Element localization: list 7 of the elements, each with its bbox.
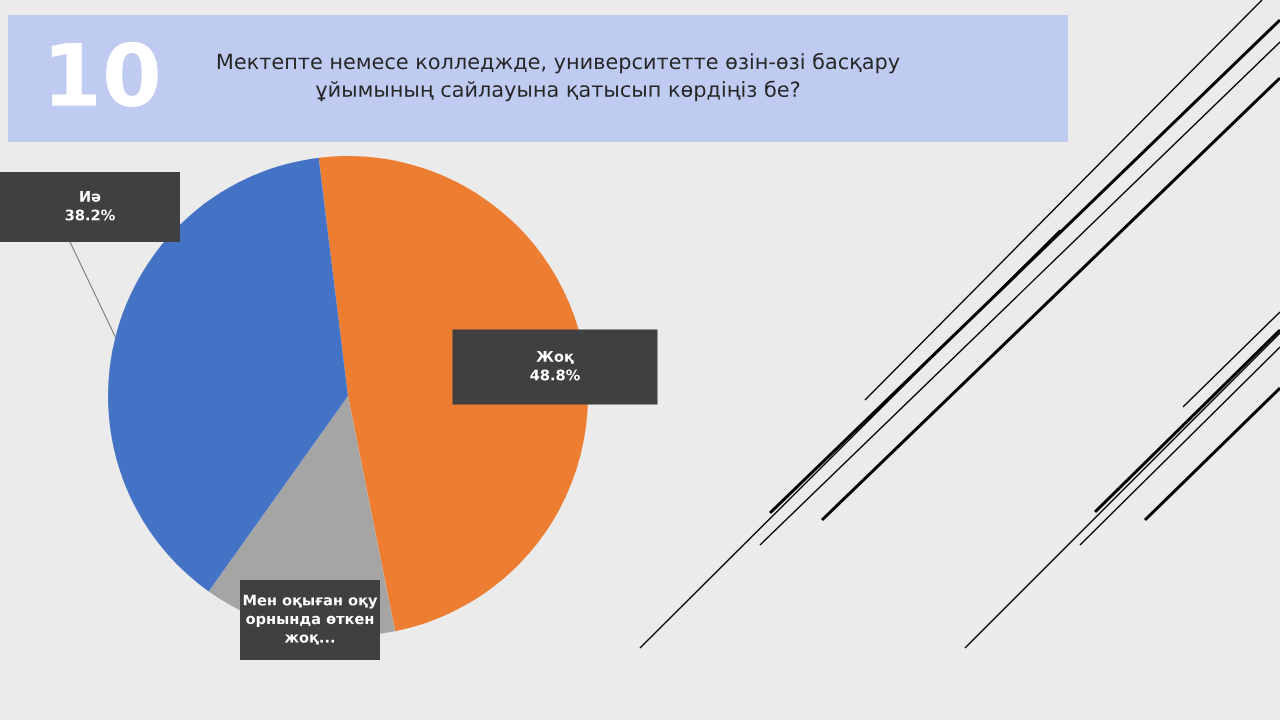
chart-title: Мектепте немесе колледжде, университетте өзін-өзі басқару ұйымының сайлауына қатысып көрдіңіз бе? [217,52,900,102]
text: 10 [51,41,158,107]
slice-label: Иә [80,191,101,202]
data-label: 38.2% [65,209,115,221]
slice-label: Мен оқыған оқу орнында өткен жоқ... [243,594,378,645]
slice-label: Жоқ [536,351,574,364]
data-label: 48.8% [530,369,580,381]
